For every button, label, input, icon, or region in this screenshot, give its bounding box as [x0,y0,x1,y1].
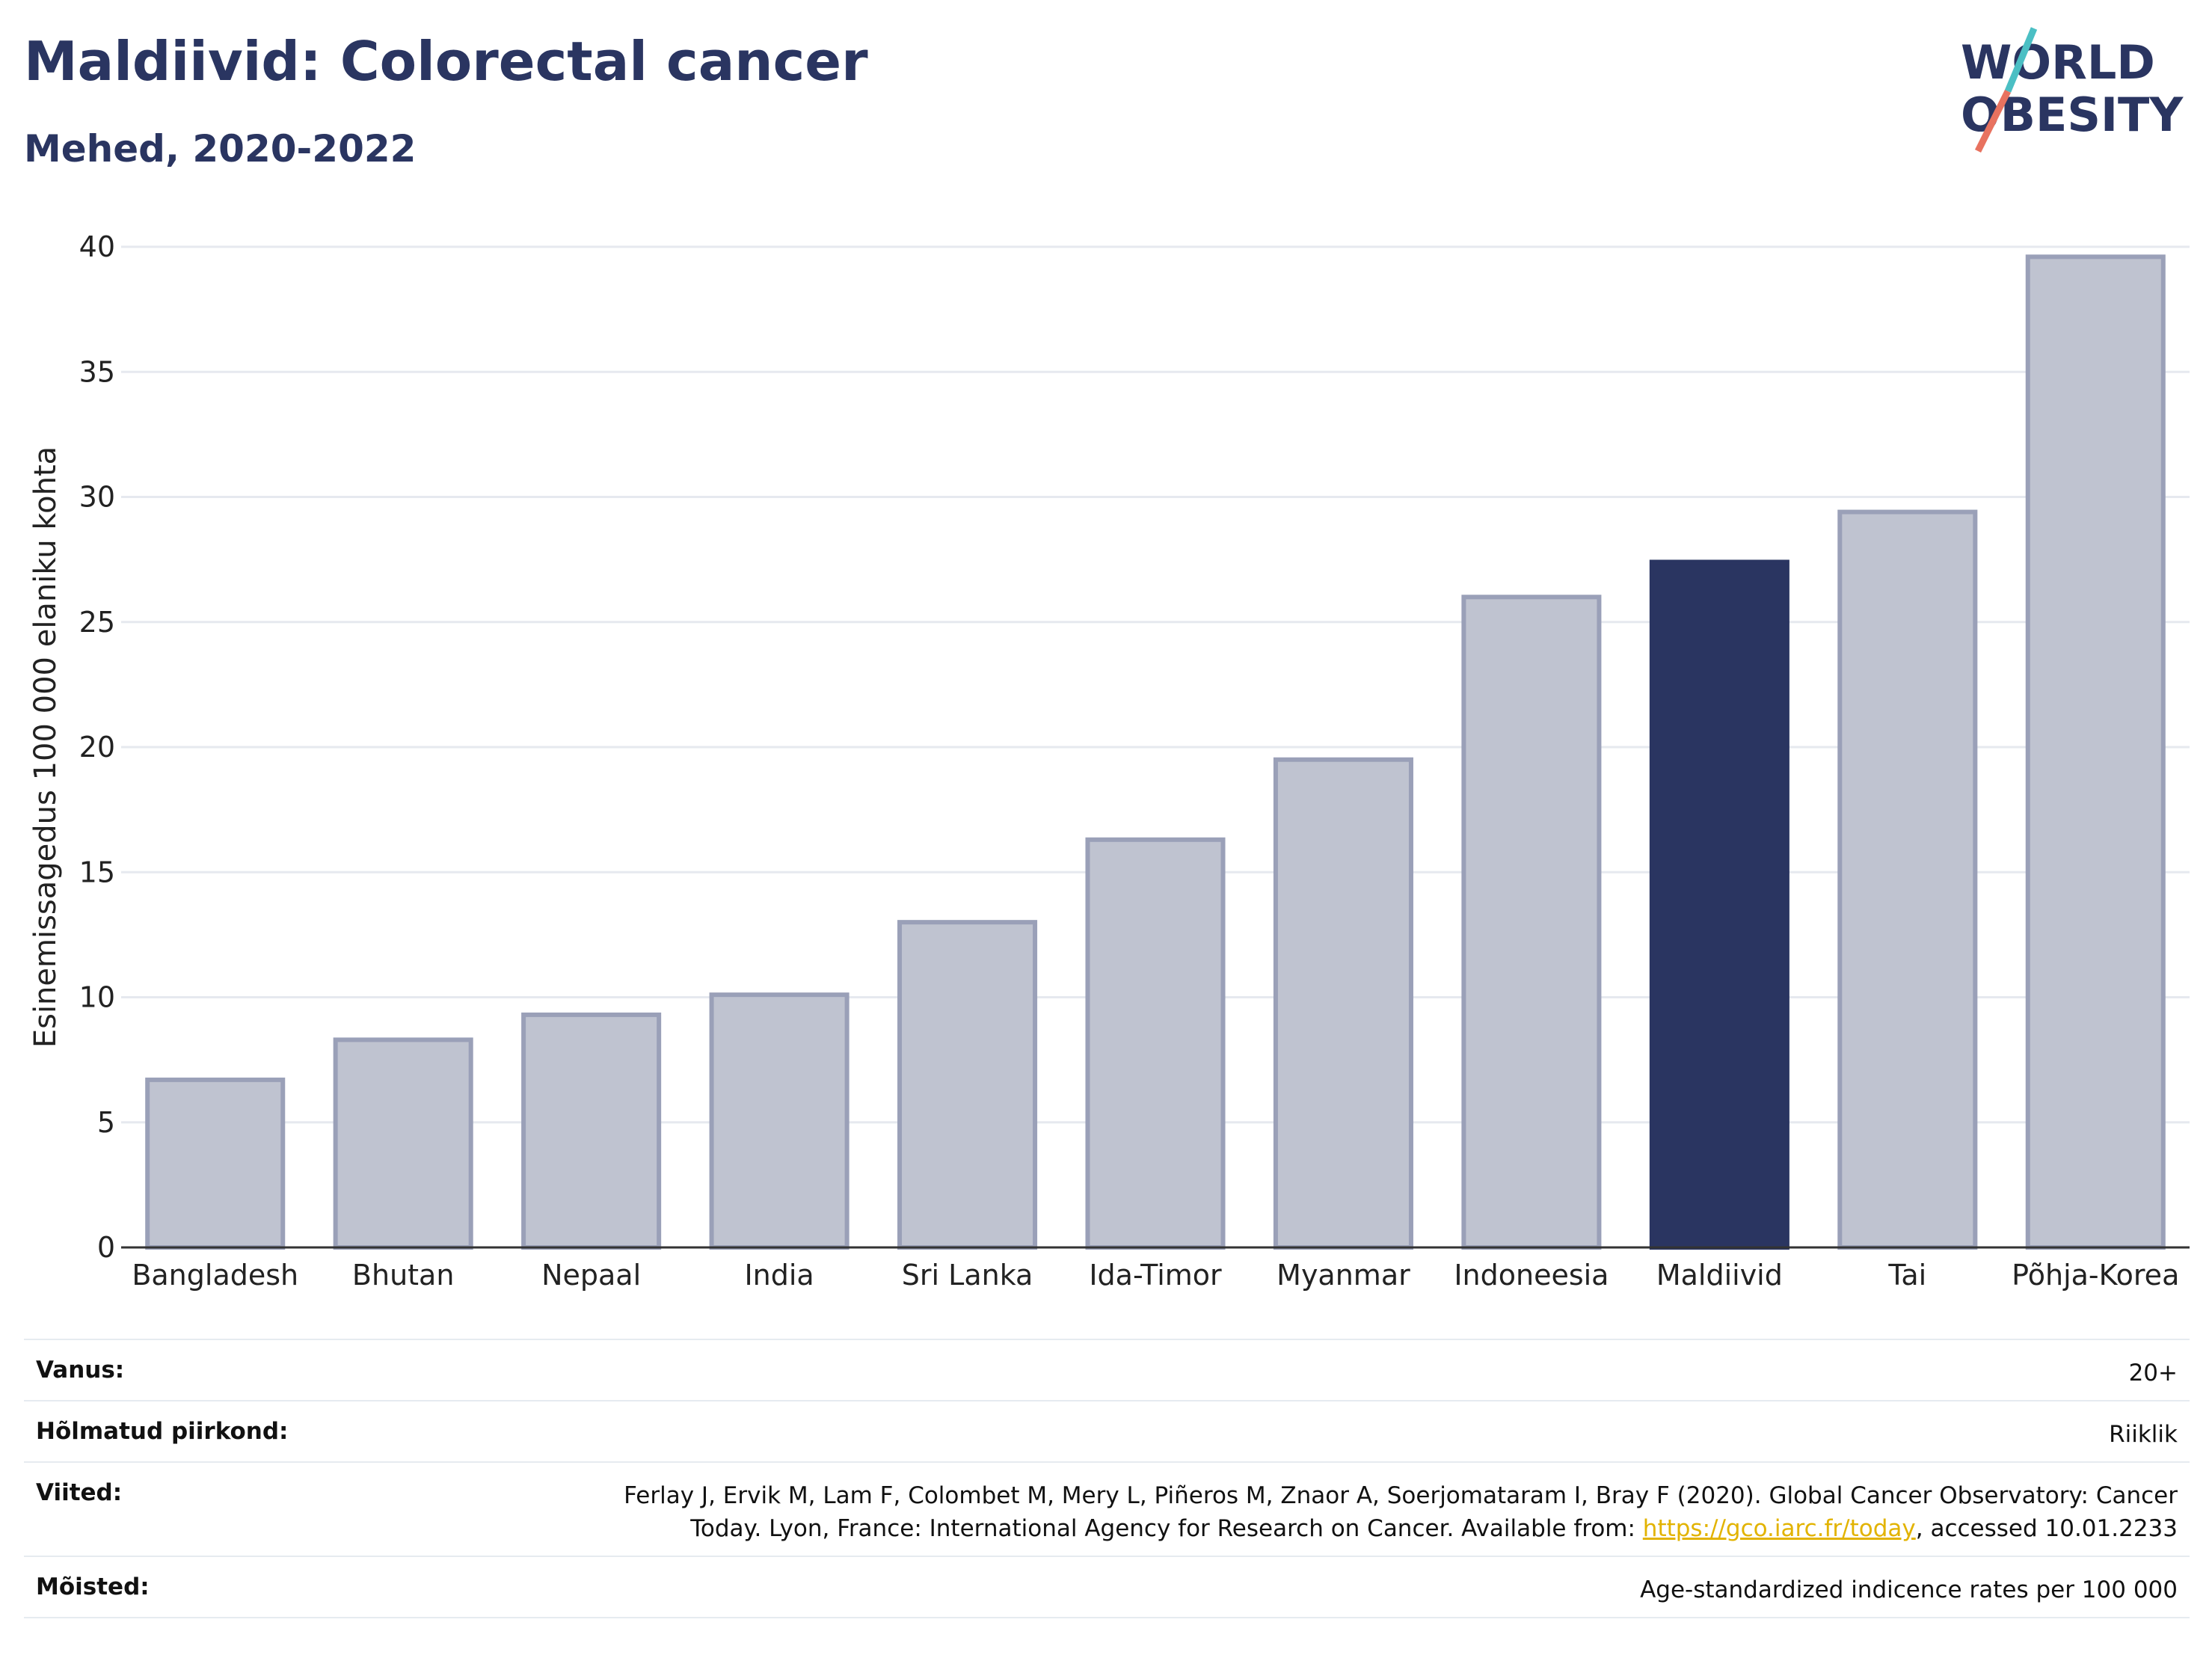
age-value: 20+ [2128,1360,2178,1387]
page-title: Maldiivid: Colorectal cancer [24,30,868,93]
info-divider [24,1461,2190,1463]
y-axis-title: Esinemissagedus 100 000 elaniku kohta [28,446,63,1048]
x-tick-label: Indoneesia [1454,1259,1609,1292]
definitions-value: Age-standardized indicence rates per 100… [1640,1576,2178,1603]
references-text: Today. Lyon, France: International Agenc… [690,1515,1643,1542]
info-divider [24,1400,2190,1401]
references-accessed: , accessed 10.01.2233 [1915,1515,2178,1542]
x-tick-label: Bhutan [352,1259,455,1292]
logo-text-world: WORLD [1961,35,2155,90]
info-row-region: Hõlmatud piirkond: Riiklik [24,1418,2190,1451]
logo-slash-top [2004,27,2038,93]
references-line-2: Today. Lyon, France: International Agenc… [624,1512,2178,1545]
y-tick-label: 0 [97,1231,115,1264]
references-link[interactable]: https://gco.iarc.fr/today [1642,1515,1916,1542]
bar-sri-lanka [897,920,1038,1250]
info-row-references: Viited: Ferlay J, Ervik M, Lam F, Colomb… [24,1479,2190,1547]
x-tick-label: Tai [1887,1259,1926,1292]
x-tick-label: Myanmar [1276,1259,1410,1292]
y-tick-label: 40 [79,230,115,263]
references-label: Viited: [36,1479,123,1506]
x-tick-label: Maldiivid [1656,1259,1783,1292]
bar-india [709,992,850,1250]
bar-tai [1837,509,1978,1250]
info-divider [24,1556,2190,1557]
bar-p-hja-korea [2025,254,2166,1250]
bar-indoneesia [1461,595,1602,1250]
x-tick-label: Põhja-Korea [2012,1259,2179,1292]
x-tick-label: Bangladesh [132,1259,298,1292]
info-row-age: Vanus: 20+ [24,1357,2190,1390]
bar-bangladesh [145,1077,286,1250]
x-tick-label: Sri Lanka [902,1259,1033,1292]
y-tick-label: 35 [79,355,115,388]
y-tick-label: 5 [97,1106,115,1139]
references-value: Ferlay J, Ervik M, Lam F, Colombet M, Me… [624,1479,2178,1545]
bar-nepaal [521,1012,662,1250]
age-label: Vanus: [36,1357,125,1384]
references-line-1: Ferlay J, Ervik M, Lam F, Colombet M, Me… [624,1482,2178,1509]
definitions-label: Mõisted: [36,1573,150,1600]
y-tick-label: 10 [79,981,115,1014]
y-tick-label: 25 [79,606,115,639]
x-tick-label: Nepaal [541,1259,641,1292]
x-tick-label: India [744,1259,814,1292]
region-value: Riiklik [2109,1421,2178,1448]
bar-myanmar [1273,757,1413,1250]
page-subtitle: Mehed, 2020-2022 [24,127,417,171]
bar-chart: 0 5 10 15 20 25 30 35 40 Esinemissagedus 100 000 … [28,230,2190,1292]
bar-bhutan [333,1037,473,1250]
y-tick-label: 15 [79,856,115,888]
bar-ida-timor [1085,837,1226,1250]
world-obesity-logo: WORLD OBESITY [1961,27,2184,153]
logo-slash-bottom [1974,89,2012,153]
bar-maldiivid [1649,559,1789,1250]
y-tick-label: 30 [79,481,115,514]
info-row-definitions: Mõisted: Age-standardized indicence rate… [24,1573,2190,1606]
region-label: Hõlmatud piirkond: [36,1418,289,1445]
x-tick-label: Ida-Timor [1089,1259,1222,1292]
info-divider [24,1339,2190,1340]
y-tick-label: 20 [79,731,115,764]
info-divider [24,1617,2190,1618]
